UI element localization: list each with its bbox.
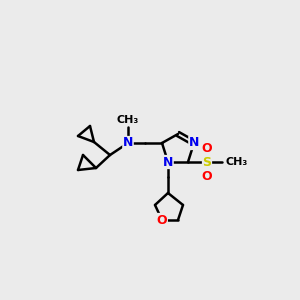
Text: CH₃: CH₃ — [117, 115, 139, 125]
Text: N: N — [163, 155, 173, 169]
Text: N: N — [189, 136, 199, 149]
Text: O: O — [202, 142, 212, 154]
Text: CH₃: CH₃ — [225, 157, 247, 167]
Text: N: N — [123, 136, 133, 149]
Text: S: S — [202, 155, 211, 169]
Text: O: O — [157, 214, 167, 226]
Text: O: O — [202, 169, 212, 182]
